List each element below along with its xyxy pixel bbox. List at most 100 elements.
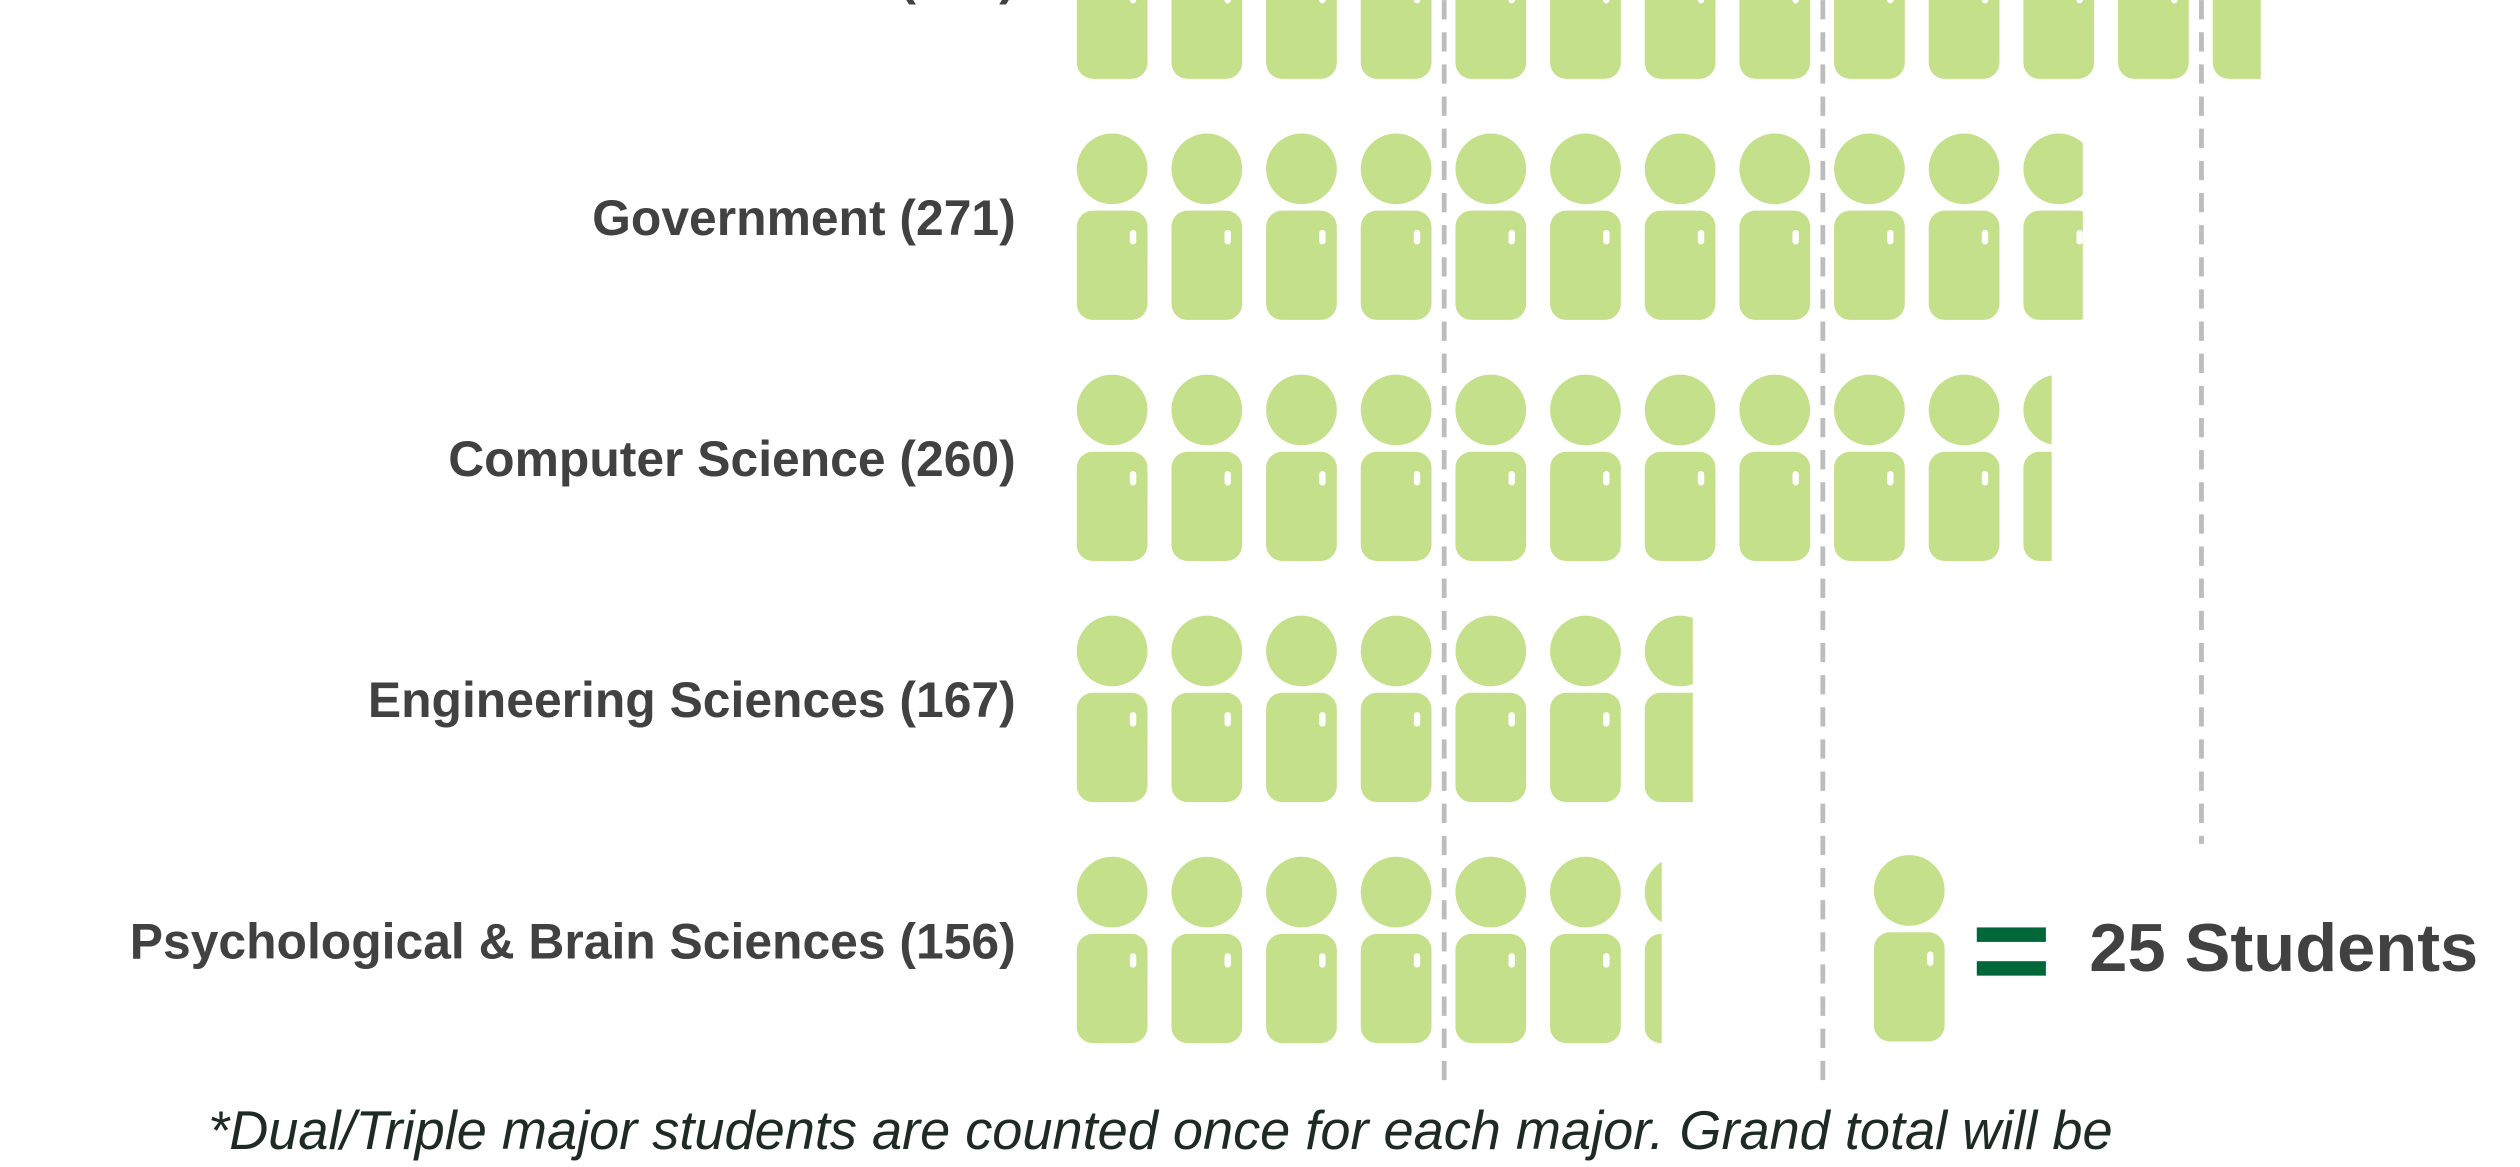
icon-detail <box>1129 712 1137 727</box>
icon-body <box>1266 210 1337 320</box>
icon-body <box>1928 210 2000 320</box>
icon-body <box>1644 692 1693 803</box>
person-icon <box>2023 133 2083 320</box>
person-icon <box>1455 0 1527 79</box>
pictogram-row <box>1076 0 2272 79</box>
person-icon <box>1550 856 1621 1044</box>
icon-body <box>1171 692 1243 803</box>
icon-detail <box>1319 229 1326 245</box>
icon-detail <box>1224 953 1231 968</box>
icon-detail <box>1792 471 1799 486</box>
person-icon <box>1076 374 1148 561</box>
icon-head <box>1266 856 1337 928</box>
icon-body <box>1266 0 1337 79</box>
icon-body <box>1076 692 1148 803</box>
icon-body <box>1644 210 1716 320</box>
icon-body <box>1360 0 1432 79</box>
icon-body <box>2023 0 2095 79</box>
icon-body <box>1171 933 1243 1044</box>
icon-head <box>1266 615 1337 687</box>
person-icon <box>2023 0 2095 79</box>
icon-detail <box>1508 953 1515 968</box>
icon-head <box>1928 374 2000 446</box>
icon-head <box>1171 374 1243 446</box>
legend: 25 Students <box>1873 855 2478 1042</box>
icon-body <box>1171 0 1243 79</box>
icon-head <box>1455 856 1527 928</box>
icon-head <box>1928 133 2000 205</box>
icon-detail <box>1926 951 1934 966</box>
icon-head <box>1076 856 1148 928</box>
pictogram-row <box>1076 133 2083 320</box>
icon-body <box>1550 692 1621 803</box>
person-icon <box>1266 0 1337 79</box>
icon-body <box>1360 210 1432 320</box>
icon-head <box>1171 615 1243 687</box>
icon-detail <box>1224 0 1231 4</box>
icon-body <box>1739 0 1811 79</box>
category-label: Government (271) <box>592 190 1016 246</box>
person-icon <box>1928 374 2000 561</box>
person-icon <box>1928 133 2000 320</box>
icon-body <box>1739 210 1811 320</box>
person-icon <box>1644 0 1716 79</box>
icon-detail <box>1129 229 1137 245</box>
icon-detail <box>1698 953 1704 967</box>
legend-label: 25 Students <box>2089 911 2478 986</box>
icon-detail <box>1319 0 1326 4</box>
icon-detail <box>1697 471 1705 486</box>
person-icon <box>1455 374 1527 561</box>
person-icon <box>1550 133 1621 320</box>
person-icon <box>1360 856 1432 1044</box>
icon-body <box>2023 451 2052 561</box>
icon-body <box>1834 210 1905 320</box>
icon-body <box>1834 0 1905 79</box>
person-icon <box>1739 374 1811 561</box>
icon-detail <box>1792 0 1799 4</box>
person-icon <box>1266 615 1337 803</box>
icon-body <box>1455 451 1527 561</box>
icon-body <box>1739 451 1811 561</box>
icon-detail <box>2266 0 2272 3</box>
icon-detail <box>1413 953 1421 968</box>
icon-body <box>1550 0 1621 79</box>
person-icon <box>1550 615 1621 803</box>
icon-body <box>1171 210 1243 320</box>
icon-detail <box>1508 712 1515 727</box>
icon-body <box>1550 210 1621 320</box>
footnote: *Dual/Triple major students are counted … <box>208 1100 2112 1161</box>
person-icon <box>1550 374 1621 561</box>
person-icon <box>1834 374 1905 561</box>
icon-head <box>1076 133 1148 205</box>
icon-detail <box>1319 953 1326 968</box>
icon-body <box>1550 451 1621 561</box>
icon-body <box>2118 0 2189 79</box>
icon-body <box>1266 933 1337 1044</box>
icon-head <box>1644 133 1716 205</box>
icon-head <box>1455 615 1527 687</box>
icon-body <box>1266 451 1337 561</box>
person-icon <box>1266 856 1337 1044</box>
icon-detail <box>1319 712 1326 727</box>
icon-detail <box>1697 0 1705 4</box>
icon-body <box>1455 0 1527 79</box>
icon-detail <box>2076 471 2082 485</box>
icon-detail <box>1413 471 1421 486</box>
icon-body <box>1644 933 1662 1044</box>
category-label: Psychological & Brain Sciences (156) <box>130 913 1016 969</box>
person-icon <box>1550 0 1621 79</box>
icon-head <box>1076 374 1148 446</box>
person-icon <box>1171 856 1243 1044</box>
equals-sign <box>1976 927 2046 942</box>
pictogram-row <box>1076 615 1693 803</box>
icon-detail <box>1981 0 1989 4</box>
icon-detail <box>1603 712 1610 727</box>
icon-detail <box>1508 471 1515 486</box>
person-icon <box>1171 615 1243 803</box>
person-icon <box>1644 615 1693 803</box>
person-icon <box>1171 0 1243 79</box>
icon-head <box>1360 374 1432 446</box>
person-icon <box>1076 856 1148 1044</box>
icon-head <box>1360 615 1432 687</box>
